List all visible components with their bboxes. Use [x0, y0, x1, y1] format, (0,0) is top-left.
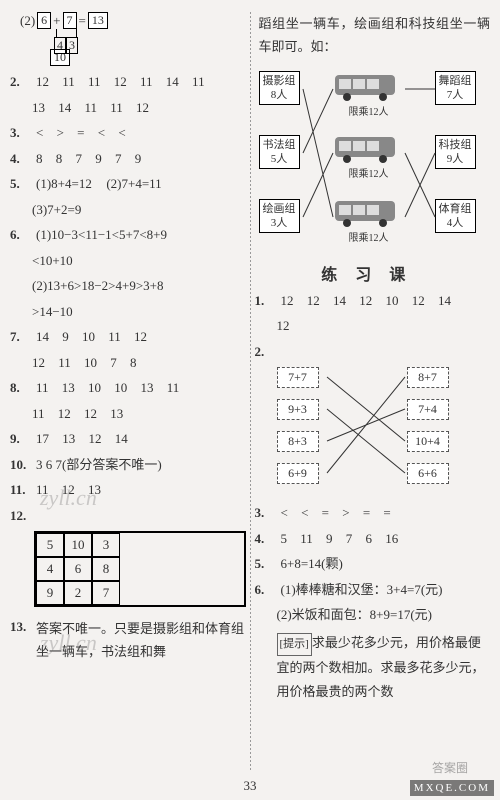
p3: 3.< < = > = = [255, 503, 491, 523]
bus-label: 限乘12人 [333, 165, 405, 180]
p2-lines [277, 367, 477, 497]
cell: 6 [64, 557, 92, 581]
group-box: 绘画组3人 [259, 199, 300, 234]
q6: 6.(1)10−3<11−1<5+7<8+9 [10, 225, 246, 245]
q2: 2.12 11 11 12 11 14 11 [10, 72, 246, 92]
group-box: 书法组5人 [259, 135, 300, 170]
eq: = [79, 13, 86, 29]
q6b2: >14−10 [32, 302, 73, 322]
brand-logo: 答案圈 [432, 758, 492, 780]
q13: 13.答案不唯一。只要是摄影组和体育组坐一辆车，书法组和舞 [10, 617, 246, 664]
q4: 4.8 8 7 9 7 9 [10, 149, 246, 169]
q3: 3.< > = < < [10, 123, 246, 143]
p2-diagram: 7+7 9+3 8+3 6+9 8+7 7+4 10+4 6+6 [277, 367, 491, 497]
q-top-diagram: (2) 6 + 7 = 13 4 3 10 [10, 12, 246, 66]
group-box: 舞蹈组7人 [435, 71, 476, 106]
footer-url: MXQE.COM [410, 780, 494, 796]
q6a2: <10+10 [32, 251, 73, 271]
p1: 1.12 12 14 12 10 12 14 [255, 291, 491, 311]
bus-label: 限乘12人 [333, 103, 405, 118]
q10: 10.3 6 7(部分答案不唯一) [10, 455, 246, 475]
intro-text: 蹈组坐一辆车，绘画组和科技组坐一辆车即可。如： [255, 12, 491, 59]
q11: 11.11 12 13 [10, 480, 246, 500]
cell: 5 [36, 533, 64, 557]
dia-label: (2) [20, 13, 35, 29]
cell: 3 [92, 533, 120, 557]
q5c: (3)7+2=9 [32, 200, 81, 220]
dia-mid-a: 4 [54, 37, 66, 54]
q7: 7.14 9 10 11 12 [10, 327, 246, 347]
plus: + [53, 13, 60, 29]
q9: 9.17 13 12 14 [10, 429, 246, 449]
bus-icon [333, 129, 405, 165]
p4: 4.5 11 9 7 6 16 [255, 529, 491, 549]
column-separator [250, 12, 251, 772]
q8: 8.11 13 10 10 13 11 [10, 378, 246, 398]
cell: 9 [36, 581, 64, 605]
cell: 8 [92, 557, 120, 581]
section-title: 练习课 [255, 261, 491, 285]
q6b: (2)13+6>18−2>4+9>3+8 [32, 276, 163, 296]
p6b: (2)米饭和面包：8+9=17(元) [277, 605, 432, 625]
group-box: 科技组9人 [435, 135, 476, 170]
q5: 5.(1)8+4=12 (2)7+4=11 [10, 174, 246, 194]
left-column: (2) 6 + 7 = 13 4 3 10 2.12 11 11 12 11 1… [10, 12, 246, 772]
svg-text:答案圈: 答案圈 [432, 760, 468, 775]
cell: 10 [64, 533, 92, 557]
group-box: 摄影组8人 [259, 71, 300, 106]
q12: 12. [10, 506, 246, 526]
group-box: 体育组4人 [435, 199, 476, 234]
cell: 7 [92, 581, 120, 605]
cell: 2 [64, 581, 92, 605]
dia-c: 13 [88, 12, 108, 29]
p6: 6.(1)棒棒糖和汉堡：3+4=7(元) [255, 580, 491, 600]
cell: 4 [36, 557, 64, 581]
q2-cont: 13 14 11 11 12 [32, 98, 149, 118]
p1b: 12 [277, 316, 290, 336]
q7b: 12 11 10 7 8 [32, 353, 137, 373]
group-bus-diagram: 摄影组8人 书法组5人 绘画组3人 限乘12人 限乘12人 限乘12人 舞蹈组7… [255, 65, 491, 255]
right-column: 蹈组坐一辆车，绘画组和科技组坐一辆车即可。如： 摄影组8人 书法组5人 绘画组3… [255, 12, 491, 772]
bus-icon [333, 67, 405, 103]
tip-label: [提示] [277, 633, 312, 656]
p5: 5.6+8=14(颗) [255, 554, 491, 574]
bus-label: 限乘12人 [333, 229, 405, 244]
dia-mid-b: 3 [66, 37, 78, 54]
dia-b: 7 [63, 12, 77, 29]
bus-icon [333, 193, 405, 229]
q12-grid: 5 10 3 4 6 8 9 2 7 [34, 531, 246, 607]
q8b: 11 12 12 13 [32, 404, 123, 424]
dia-a: 6 [37, 12, 51, 29]
p2: 2. [255, 342, 491, 362]
